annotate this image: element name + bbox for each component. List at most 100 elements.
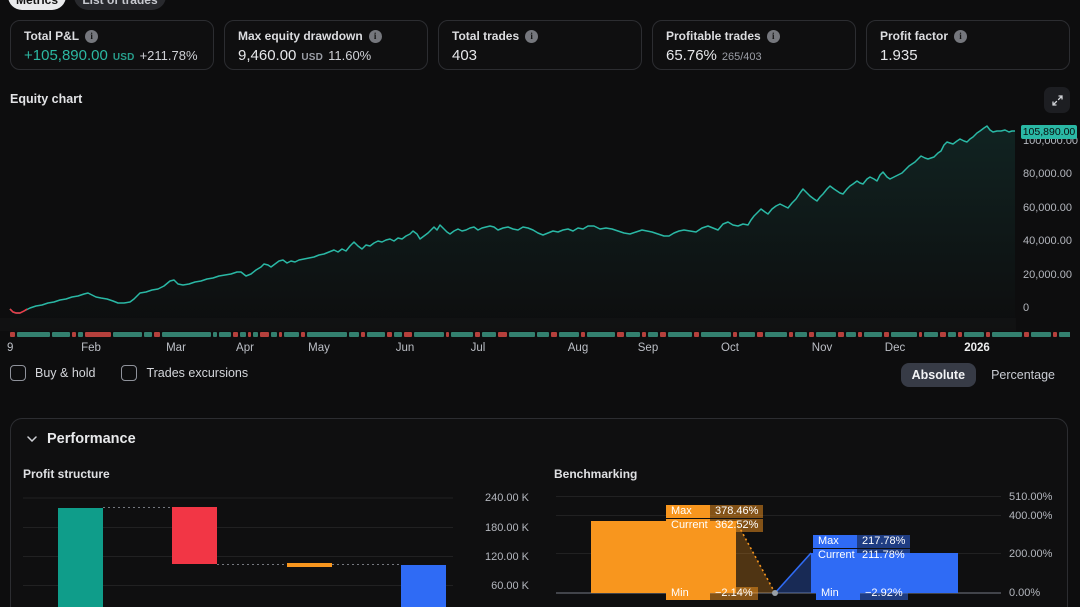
trade-strip-segment (559, 332, 579, 337)
trade-strip-segment (52, 332, 70, 337)
toggle-percentage[interactable]: Percentage (991, 368, 1055, 382)
trade-strip-segment (1059, 332, 1070, 337)
checkbox-buy-and-hold[interactable]: Buy & hold (10, 365, 95, 381)
connector-dot (772, 590, 778, 596)
trade-strip-segment (816, 332, 836, 337)
performance-header[interactable]: Performance (27, 431, 136, 447)
trade-strip-segment (17, 332, 50, 337)
trade-strip-segment (279, 332, 282, 337)
stat-cards-row: Total P&L i +105,890.00 USD +211.78% Max… (10, 20, 1070, 70)
trade-strip-segment (648, 332, 658, 337)
trade-strip-segment (964, 332, 984, 337)
trade-result-strip (10, 332, 1070, 337)
equity-line (9, 125, 1015, 314)
trade-strip-segment (884, 332, 889, 337)
waterfall-bar[interactable] (401, 565, 446, 607)
marker-label: Min (816, 587, 860, 600)
trade-strip-segment (739, 332, 755, 337)
trade-strip-segment (233, 332, 238, 337)
x-axis-label: Mar (166, 342, 186, 354)
checkbox-icon[interactable] (121, 365, 138, 381)
card-value: 1.935 (880, 47, 918, 64)
trade-strip-segment (240, 332, 246, 337)
marker-value: −2.14% (710, 587, 758, 600)
y-axis-label: 510.00% (1009, 490, 1053, 503)
trade-strip-segment (924, 332, 938, 337)
trade-strip-segment (72, 332, 76, 337)
expand-button[interactable] (1044, 87, 1070, 113)
checkbox-trades-excursions[interactable]: Trades excursions (121, 365, 248, 381)
info-icon[interactable]: i (954, 29, 968, 43)
trade-strip-segment (789, 332, 793, 337)
trade-strip-segment (919, 332, 922, 337)
trade-strip-segment (446, 332, 449, 337)
card-profitable-trades: Profitable trades i 65.76% 265/403 (652, 20, 856, 70)
equity-controls: Buy & hold Trades excursions (10, 365, 248, 381)
x-axis-label: Oct (721, 342, 739, 354)
benchmark-marker: Min −2.14% (666, 587, 758, 600)
tab-metrics[interactable]: Metrics (8, 0, 66, 10)
trade-strip-segment (78, 332, 83, 337)
profit-structure-chart (23, 497, 453, 607)
y-axis-label: 80,000.00 (1023, 168, 1072, 180)
waterfall-bar[interactable] (287, 563, 332, 567)
trade-strip-segment (271, 332, 277, 337)
chevron-down-icon (27, 436, 37, 442)
marker-label: Current (813, 549, 857, 562)
card-value: 65.76% (666, 47, 717, 64)
waterfall-bar[interactable] (172, 507, 217, 564)
performance-title: Performance (47, 431, 136, 447)
y-axis-label: 120.00 K (484, 550, 529, 563)
card-total-trades: Total trades i 403 (438, 20, 642, 70)
info-icon[interactable]: i (766, 29, 780, 43)
card-total-pnl: Total P&L i +105,890.00 USD +211.78% (10, 20, 214, 70)
checkbox-icon[interactable] (10, 365, 26, 381)
trade-strip-segment (537, 332, 549, 337)
y-axis-label: 20,000.00 (1023, 269, 1072, 281)
trade-strip-segment (144, 332, 152, 337)
trade-strip-segment (1053, 332, 1057, 337)
waterfall-bar[interactable] (58, 508, 103, 607)
trade-strip-segment (668, 332, 692, 337)
card-value: 9,460.00 (238, 47, 297, 64)
card-label: Max equity drawdown (238, 29, 363, 43)
x-axis-label: Sep (637, 342, 659, 354)
tab-list-of-trades[interactable]: List of trades (74, 0, 166, 10)
info-icon[interactable]: i (85, 29, 99, 43)
info-icon[interactable]: i (368, 29, 382, 43)
profit-structure-pane[interactable] (23, 489, 453, 607)
trade-strip-segment (85, 332, 111, 337)
x-axis-label: Jun (395, 342, 415, 354)
info-icon[interactable]: i (525, 29, 539, 43)
trade-strip-segment (10, 332, 15, 337)
benchmarking-title: Benchmarking (554, 467, 638, 481)
trade-strip-segment (475, 332, 480, 337)
toggle-absolute[interactable]: Absolute (900, 363, 977, 387)
trade-strip-segment (404, 332, 412, 337)
checkbox-label: Trades excursions (146, 366, 249, 380)
marker-value: 217.78% (857, 535, 911, 548)
trade-strip-segment (387, 332, 392, 337)
price-badge: 105,890.00 (1021, 125, 1077, 139)
card-sub: 11.60% (328, 48, 372, 63)
y-axis-label: 240.00 K (484, 492, 529, 504)
benchmark-marker: Max 378.46% Current 362.52% (666, 505, 764, 532)
benchmark-marker: Max 217.78% Current 211.78% (813, 535, 911, 562)
trade-strip-segment (948, 332, 956, 337)
trade-strip-segment (765, 332, 787, 337)
equity-chart-pane[interactable] (0, 118, 1016, 332)
x-axis-label: Apr (236, 342, 254, 354)
trade-strip-segment (809, 332, 814, 337)
y-axis-label: 0.00% (1009, 587, 1041, 599)
marker-value: 362.52% (710, 519, 764, 532)
marker-row: Min −2.14% (666, 587, 758, 600)
trade-strip-segment (414, 332, 444, 337)
marker-value: −2.92% (860, 587, 908, 600)
performance-panel: Performance Profit structure Benchmarkin… (10, 418, 1068, 607)
card-sub: +211.78% (139, 48, 198, 63)
y-axis-label: 400.00% (1009, 509, 1053, 522)
benchmark-bar-orange[interactable] (591, 521, 736, 593)
benchmarking-pane[interactable] (556, 489, 1011, 607)
tab-list-of-trades-label: List of trades (82, 0, 158, 7)
